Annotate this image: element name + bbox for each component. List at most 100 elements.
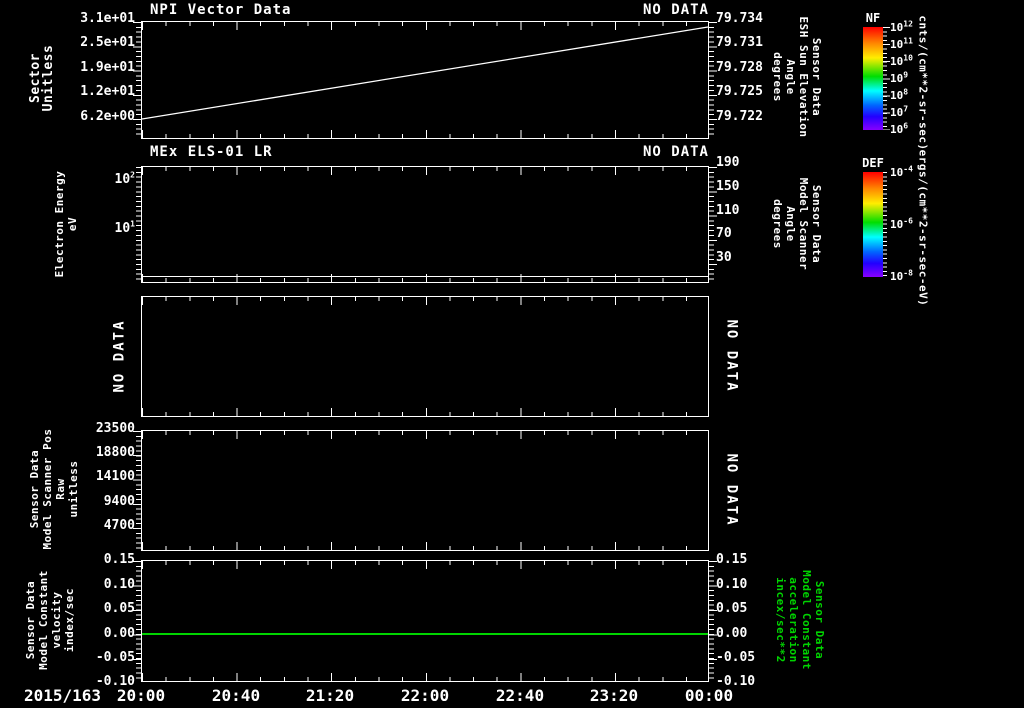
panel1-plot-area: [133, 21, 717, 139]
p1-ytick: 2.5e+01: [80, 35, 135, 50]
panel4-plot-area: [133, 430, 709, 551]
x-tick: 00:00: [684, 686, 734, 705]
nf-cbtick: 107: [890, 104, 909, 119]
panel4-xticks-bottom-minor: [142, 546, 708, 550]
x-tick: 22:40: [495, 686, 545, 705]
p2-rtick: 150: [716, 179, 740, 194]
nf-colorbar-major-ticks: [883, 27, 890, 130]
p4-ytick: 4700: [103, 518, 135, 533]
p1-right-axis-title: Sensor Data ESH Sun Elevation Angle degr…: [771, 16, 823, 138]
p5-ytick: 0.05: [103, 601, 135, 616]
p1-ytick: 6.2e+00: [80, 109, 135, 124]
panel3-xticks-bottom: [142, 408, 708, 416]
nf-cbtick: 108: [890, 87, 909, 102]
panel1-title: NPI Vector Data: [150, 2, 292, 18]
panel2-xticks-top-minor: [142, 167, 708, 171]
p4-right-no-data: NO DATA: [723, 453, 740, 527]
x-tick: 20:40: [211, 686, 261, 705]
x-axis-date: 2015/163: [24, 686, 102, 705]
panel3-xticks-top: [142, 297, 708, 305]
p5-ytick: 0.10: [103, 577, 135, 592]
panel5-yticks-right-major: [709, 561, 717, 681]
panel2-title: MEx ELS-01 LR: [150, 144, 273, 160]
p1-rtick: 79.728: [716, 60, 763, 75]
p5-right-axis-title: Sensor Data Model Constant acceleration …: [774, 570, 826, 670]
p5-rtick: 0.10: [716, 577, 748, 592]
panel4-xticks-bottom: [142, 542, 708, 550]
p1-ytick: 1.2e+01: [80, 84, 135, 99]
panel5-xticks-top: [142, 561, 708, 569]
p5-left-axis-title: Sensor Data Model Constant velocity inde…: [24, 570, 76, 670]
p5-rtick: 0.15: [716, 552, 748, 567]
p5-ytick: 0.00: [103, 626, 135, 641]
velocity-zero-line: [142, 633, 708, 635]
p5-ytick: -0.05: [95, 650, 135, 665]
p5-rtick: 0.00: [716, 626, 748, 641]
p1-ytick: 1.9e+01: [80, 60, 135, 75]
panel2-yticks-left: [136, 167, 141, 282]
p4-left-axis-title: Sensor Data Model Scanner Pos Raw unitle…: [28, 428, 80, 550]
panel4-xticks-top: [142, 431, 708, 439]
panel2-xticks-top: [142, 167, 708, 175]
sector-ramp-line: [142, 26, 708, 120]
panel5-xticks-bottom: [142, 673, 708, 681]
nf-cbtick: 106: [890, 121, 909, 136]
panel3-plot-area: [141, 296, 709, 417]
def-colorbar-label: DEF: [862, 156, 884, 170]
x-tick: 22:00: [400, 686, 450, 705]
p4-ytick: 14100: [95, 469, 135, 484]
x-tick: 23:20: [589, 686, 639, 705]
p5-ytick: 0.15: [103, 552, 135, 567]
p4-ytick: 9400: [103, 494, 135, 509]
panel2-status: NO DATA: [642, 144, 709, 160]
p2-ytick: 101: [114, 219, 135, 236]
nf-colorbar: [863, 27, 883, 130]
p1-left-axis-title: Sector Unitless: [28, 44, 56, 112]
panel4-yticks-left-major: [133, 431, 141, 550]
panel5-yticks-left-major: [133, 561, 141, 681]
p4-ytick: 18800: [95, 445, 135, 460]
p2-ytick: 102: [114, 170, 135, 187]
panel5-xticks-bottom-minor: [142, 677, 708, 681]
panel5-plot-area: [133, 560, 717, 682]
panel3-xticks-bottom-minor: [142, 412, 708, 416]
p2-left-axis-title: Electron Energy eV: [53, 170, 79, 278]
p2-rtick: 110: [716, 203, 740, 218]
p5-rtick: -0.05: [716, 650, 756, 665]
p5-rtick: 0.05: [716, 601, 748, 616]
panel2-xticks-bottom-minor: [142, 278, 708, 282]
def-colorbar-minor-ticks: [883, 172, 887, 277]
p1-rtick: 79.722: [716, 109, 763, 124]
nf-cbtick: 109: [890, 70, 909, 85]
def-colorbar-units: ergs/(cm**2-sr-sec-eV): [916, 149, 930, 307]
p5-rtick: -0.10: [716, 674, 756, 689]
panel1-yticks-right-major: [709, 22, 717, 138]
nf-colorbar-label: NF: [865, 11, 881, 25]
nf-cbtick: 1011: [890, 36, 913, 51]
panel2-plot-area: [136, 166, 717, 283]
p1-ytick: 3.1e+01: [80, 11, 135, 26]
p1-rtick: 79.725: [716, 84, 763, 99]
p2-rtick: 70: [716, 226, 732, 241]
els-baseline-trace: [142, 276, 708, 277]
panel2-yticks-right-major: [709, 167, 717, 282]
def-colorbar: [863, 172, 883, 277]
p1-rtick: 79.734: [716, 11, 763, 26]
def-cbtick: 10-6: [890, 216, 913, 231]
p1-rtick: 79.731: [716, 35, 763, 50]
panel4-xticks-top-minor: [142, 431, 708, 435]
def-cbtick: 10-4: [890, 164, 913, 179]
p2-rtick: 30: [716, 250, 732, 265]
nf-cbtick: 1012: [890, 19, 913, 34]
panel5-xticks-top-minor: [142, 561, 708, 565]
x-tick: 20:00: [116, 686, 166, 705]
panel1-status: NO DATA: [642, 2, 709, 18]
nf-colorbar-units: cnts/(cm**2-sr-sec): [916, 15, 930, 151]
p3-right-no-data: NO DATA: [723, 319, 740, 393]
p2-right-axis-title: Sensor Data Model Scanner Angle degrees: [771, 177, 823, 271]
p3-left-no-data: NO DATA: [111, 319, 128, 393]
x-tick: 21:20: [305, 686, 355, 705]
p5-ytick: -0.10: [95, 674, 135, 689]
panel3-xticks-top-minor: [142, 297, 708, 301]
